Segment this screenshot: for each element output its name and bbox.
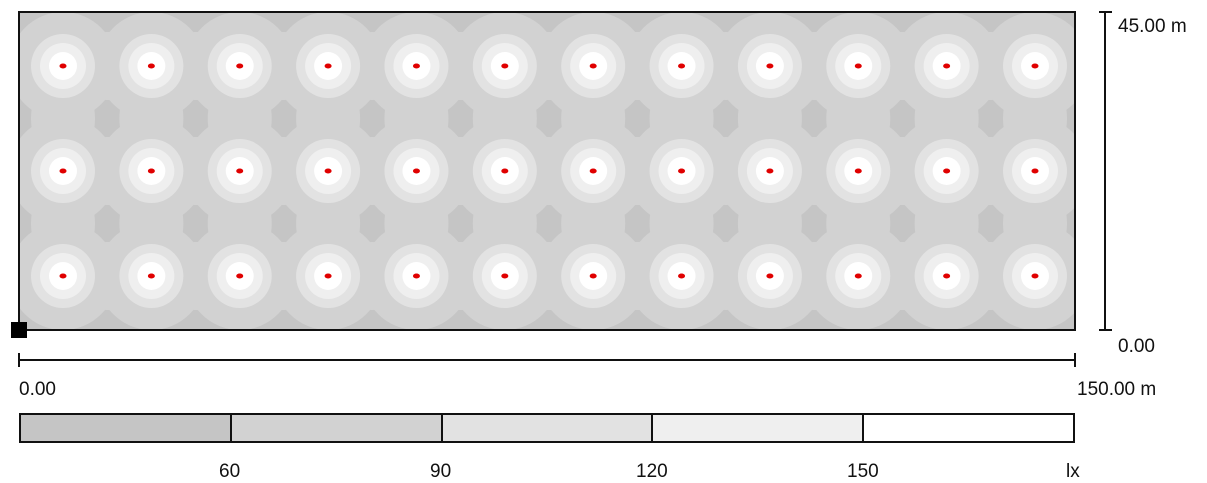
luminaire-point xyxy=(325,169,332,174)
luminaire-point xyxy=(766,64,773,69)
luminaire-point xyxy=(236,169,243,174)
luminaire-point xyxy=(855,274,862,279)
vertical-dimension xyxy=(1099,12,1112,330)
luminaire-point xyxy=(501,274,508,279)
legend-swatch xyxy=(653,415,864,441)
luminaire-point xyxy=(678,169,685,174)
horizontal-dimension xyxy=(19,353,1075,367)
luminaire-point xyxy=(1032,64,1039,69)
legend-tick: 60 xyxy=(219,462,240,481)
isolux-contours xyxy=(9,12,1089,330)
legend-swatch xyxy=(232,415,443,441)
luminaire-point xyxy=(325,274,332,279)
luminaire-point xyxy=(855,169,862,174)
x-min-label: 0.00 xyxy=(19,380,56,399)
illuminance-legend xyxy=(19,413,1075,443)
luminaire-point xyxy=(60,169,67,174)
luminaire-point xyxy=(148,169,155,174)
luminaire-point xyxy=(943,64,950,69)
luminaire-point xyxy=(590,64,597,69)
luminaire-point xyxy=(766,169,773,174)
luminaire-point xyxy=(501,64,508,69)
legend-swatch xyxy=(864,415,1073,441)
luminaire-point xyxy=(413,169,420,174)
luminaire-point xyxy=(1032,169,1039,174)
luminaire-point xyxy=(943,169,950,174)
legend-tick: 120 xyxy=(636,462,668,481)
luminaire-point xyxy=(413,274,420,279)
y-min-label: 0.00 xyxy=(1118,337,1155,356)
luminaire-point xyxy=(148,64,155,69)
y-max-label: 45.00 m xyxy=(1118,17,1187,36)
legend-tick: 90 xyxy=(430,462,451,481)
luminaire-point xyxy=(855,64,862,69)
origin-marker xyxy=(11,322,27,338)
luminaire-point xyxy=(678,274,685,279)
luminaire-point xyxy=(236,64,243,69)
luminaire-point xyxy=(501,169,508,174)
luminaire-point xyxy=(678,64,685,69)
luminaire-point xyxy=(60,64,67,69)
luminaire-point xyxy=(236,274,243,279)
isolux-plan xyxy=(0,0,1207,410)
legend-swatch xyxy=(21,415,232,441)
luminaire-point xyxy=(413,64,420,69)
luminaire-point xyxy=(943,274,950,279)
luminaire-point xyxy=(766,274,773,279)
luminaire-point xyxy=(590,169,597,174)
luminaire-point xyxy=(1032,274,1039,279)
legend-tick: 150 xyxy=(847,462,879,481)
legend-unit: lx xyxy=(1066,462,1080,481)
x-max-label: 150.00 m xyxy=(1077,380,1156,399)
luminaire-point xyxy=(60,274,67,279)
legend-swatch xyxy=(443,415,654,441)
luminaire-point xyxy=(590,274,597,279)
luminaire-point xyxy=(325,64,332,69)
luminaire-point xyxy=(148,274,155,279)
